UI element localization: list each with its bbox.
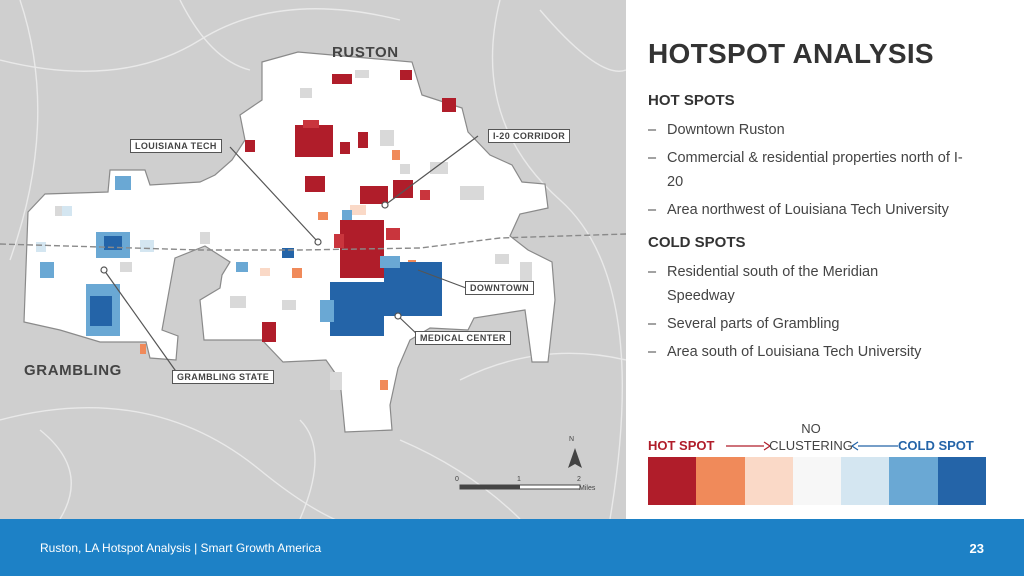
legend-swatch-cold-95 xyxy=(889,457,938,505)
hot-spots-heading: HOT SPOTS xyxy=(648,92,735,109)
slide-title: HOTSPOT ANALYSIS xyxy=(648,38,934,69)
callout-medical-center: MEDICAL CENTER xyxy=(415,331,511,345)
scale-tick-1: 1 xyxy=(517,476,521,483)
legend-right-arrow-icon xyxy=(726,441,770,451)
bullet-dash: – xyxy=(648,122,657,138)
legend-hot-spot-label: HOT SPOT xyxy=(648,438,715,453)
scale-tick-0: 0 xyxy=(455,476,459,483)
legend-swatch-hot-99 xyxy=(648,457,697,505)
hot-spot-item: – Downtown Ruston xyxy=(648,118,998,142)
legend-cold-spot-label: COLD SPOT xyxy=(898,438,974,453)
railroad-line xyxy=(0,233,626,251)
scale-labels: 0 1 2 Miles xyxy=(455,476,596,492)
hot-spot-item: – Commercial & residential properties no… xyxy=(648,146,998,194)
city-boundary xyxy=(23,51,556,433)
hot-spot-clusters xyxy=(140,70,456,390)
legend-no-label: NO xyxy=(801,421,821,436)
legend-swatch-hot-95 xyxy=(696,457,745,505)
legend-clustering-label: CLUSTERING xyxy=(769,438,853,453)
legend-swatch-cold-90 xyxy=(841,457,890,505)
scale-tick-2: 2 xyxy=(577,476,581,483)
cold-spot-item-text: Several parts of Grambling xyxy=(667,316,840,332)
callout-i20-corridor: I-20 CORRIDOR xyxy=(488,129,571,143)
legend-color-scale xyxy=(648,457,986,505)
city-label-ruston: RUSTON xyxy=(332,44,399,61)
legend-no-clustering: NO CLUSTERING xyxy=(766,420,856,454)
footer-text: Ruston, LA Hotspot Analysis | Smart Grow… xyxy=(40,541,322,555)
north-label: N xyxy=(569,436,575,443)
page-number: 23 xyxy=(969,541,984,556)
legend-swatch-hot-90 xyxy=(744,457,793,505)
legend-swatch-cold-99 xyxy=(937,457,986,505)
city-label-grambling: GRAMBLING xyxy=(24,362,122,379)
bullet-dash: – xyxy=(648,264,657,280)
cold-spots-heading: COLD SPOTS xyxy=(648,234,746,251)
map-canvas xyxy=(0,0,626,519)
legend-left-arrow-icon xyxy=(852,441,898,451)
cold-spot-item-text: Residential south of the Meridian Speedw… xyxy=(667,264,879,304)
north-arrow-icon xyxy=(568,448,582,468)
cold-spot-item-text: Area south of Louisiana Tech University xyxy=(667,344,922,360)
cold-spot-item: – Several parts of Grambling xyxy=(648,312,998,336)
background-roads xyxy=(0,0,626,519)
parcel-gray-areas xyxy=(55,70,532,390)
callout-leaders xyxy=(100,135,479,378)
cold-spot-item: – Residential south of the Meridian Spee… xyxy=(648,260,998,308)
legend-swatch-neutral xyxy=(792,457,842,505)
hot-spot-item-text: Area northwest of Louisiana Tech Univers… xyxy=(667,202,949,218)
bullet-dash: – xyxy=(648,344,657,360)
cold-spot-clusters xyxy=(36,176,442,336)
hot-spot-item-text: Commercial & residential properties nort… xyxy=(667,150,963,190)
scale-bar xyxy=(459,484,581,490)
bullet-dash: – xyxy=(648,150,657,166)
hotspot-map: RUSTON GRAMBLING LOUISIANA TECH I-20 COR… xyxy=(0,0,626,519)
callout-downtown: DOWNTOWN xyxy=(465,281,535,295)
callout-grambling-state: GRAMBLING STATE xyxy=(172,370,275,384)
cold-spot-item: – Area south of Louisiana Tech Universit… xyxy=(648,340,998,364)
hot-spot-item-text: Downtown Ruston xyxy=(667,122,785,138)
analysis-panel: HOTSPOT ANALYSIS HOT SPOTS – Downtown Ru… xyxy=(626,0,1024,519)
hot-spot-item: – Area northwest of Louisiana Tech Unive… xyxy=(648,198,998,222)
footer-bar: Ruston, LA Hotspot Analysis | Smart Grow… xyxy=(0,519,1024,576)
bullet-dash: – xyxy=(648,316,657,332)
bullet-dash: – xyxy=(648,202,657,218)
scale-unit: Miles xyxy=(579,485,596,492)
callout-louisiana-tech: LOUISIANA TECH xyxy=(130,139,222,153)
